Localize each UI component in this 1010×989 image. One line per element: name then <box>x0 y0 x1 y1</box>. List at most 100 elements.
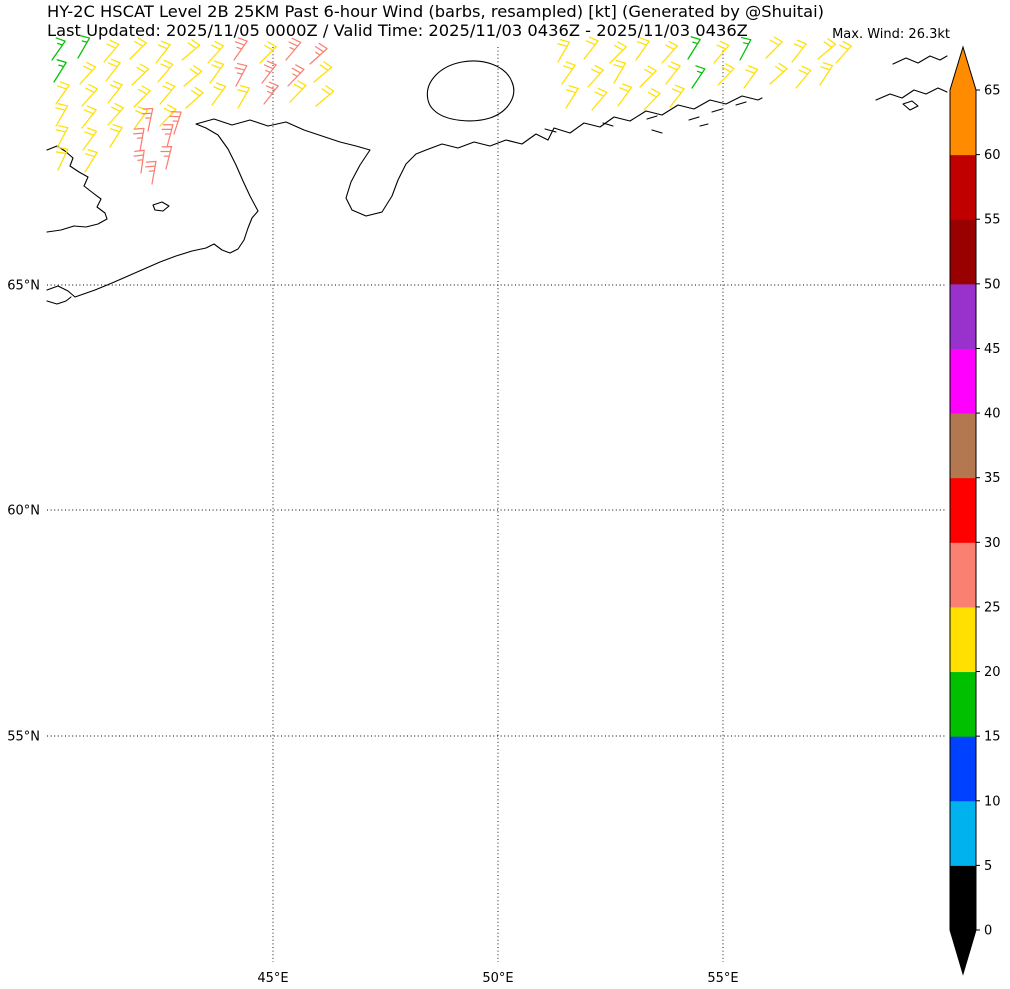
wind-barb <box>157 59 174 83</box>
wind-barb <box>795 65 812 89</box>
wind-barb <box>159 81 176 105</box>
wind-barb <box>587 64 605 88</box>
wind-barb <box>211 82 227 106</box>
wind-barb <box>713 40 730 64</box>
wind-barb <box>53 59 67 83</box>
wind-barb <box>55 146 69 171</box>
wind-barb <box>133 149 145 174</box>
colorbar-segment <box>950 154 976 220</box>
coastline <box>688 116 700 121</box>
wind-barb <box>609 41 627 64</box>
wind-barb <box>77 34 91 59</box>
colorbar-segment <box>950 413 976 479</box>
colorbar-tick-label: 60 <box>984 148 1001 163</box>
wind-barb <box>209 60 225 84</box>
colorbar-segment <box>950 348 976 414</box>
wind-barb <box>133 85 151 108</box>
wind-barb <box>233 37 248 61</box>
colorbar-tick-label: 45 <box>984 342 1001 357</box>
wind-barb <box>557 38 571 63</box>
wind-barb <box>81 83 99 107</box>
wind-barb <box>181 39 201 61</box>
wind-barb <box>583 36 599 60</box>
wind-barb <box>617 83 633 107</box>
wind-barb <box>739 36 752 61</box>
wind-barb <box>55 124 69 149</box>
wind-barb <box>234 62 248 87</box>
wind-barb <box>155 40 171 64</box>
wind-barb <box>765 36 783 59</box>
wind-barb <box>315 85 335 107</box>
wind-barb <box>669 84 685 108</box>
wind-barb <box>107 102 125 126</box>
wind-barb <box>105 58 121 82</box>
wind-barb <box>84 149 98 173</box>
wind-barb <box>103 39 120 63</box>
plot-title-block: HY-2C HSCAT Level 2B 25KM Past 6-hour Wi… <box>47 2 825 40</box>
wind-barb <box>769 62 788 85</box>
y-tick-label: 60°N <box>7 504 40 519</box>
x-tick-label: 45°E <box>257 971 288 986</box>
wind-barb <box>565 85 579 109</box>
colorbar-tick-label: 0 <box>984 924 992 939</box>
x-tick-label: 55°E <box>707 971 738 986</box>
wind-barb <box>639 65 657 88</box>
coastline <box>602 122 614 127</box>
wind-barb <box>591 87 608 111</box>
coastline <box>892 55 948 65</box>
wind-barb <box>285 37 302 61</box>
colorbar-tick-label: 50 <box>984 277 1001 292</box>
wind-barb <box>287 64 305 87</box>
coastline <box>646 115 658 120</box>
coastline <box>426 60 515 122</box>
wind-barb <box>665 61 681 85</box>
colorbar-segment <box>950 865 976 931</box>
wind-barb <box>131 63 150 86</box>
wind-barb <box>263 81 279 105</box>
coastline <box>46 296 72 305</box>
wind-barb <box>51 37 66 61</box>
coastline <box>544 128 557 133</box>
y-tick-label: 55°N <box>7 730 40 745</box>
wind-barb <box>791 39 807 63</box>
colorbar-over-arrow <box>950 47 976 90</box>
wind-barb <box>55 102 69 127</box>
colorbar-tick-label: 35 <box>984 471 1001 486</box>
wind-barb <box>145 160 157 185</box>
plot-subtitle: Last Updated: 2025/11/05 0000Z / Valid T… <box>47 20 748 40</box>
coastline <box>46 145 108 233</box>
coastline <box>699 123 709 127</box>
colorbar-segment <box>950 606 976 673</box>
wind-barb <box>561 61 576 85</box>
colorbar-tick-label: 55 <box>984 213 1001 228</box>
coastline <box>46 95 763 298</box>
colorbar-segment <box>950 219 976 285</box>
wind-barb <box>185 86 204 109</box>
wind-barb <box>55 81 70 105</box>
wind-barb <box>133 127 145 152</box>
y-tick-label: 65°N <box>7 279 40 294</box>
wind-barb <box>817 38 837 60</box>
colorbar-tick-label: 10 <box>984 794 1001 809</box>
colorbar-segment <box>950 283 976 349</box>
colorbar-tick-label: 30 <box>984 536 1001 551</box>
colorbar-segment <box>950 671 976 737</box>
colorbar-tick-label: 5 <box>984 859 992 874</box>
colorbar-segment <box>950 477 976 543</box>
colorbar-segment <box>950 736 976 802</box>
wind-barb <box>159 104 177 127</box>
wind-barb <box>169 111 182 135</box>
wind-barb <box>107 80 123 104</box>
wind-barb <box>661 40 679 64</box>
wind-barb <box>161 124 174 148</box>
wind-barb <box>687 36 701 60</box>
colorbar-tick-label: 15 <box>984 730 1001 745</box>
wind-barb <box>643 88 661 111</box>
wind-barb <box>141 107 154 132</box>
colorbar-tick-label: 40 <box>984 407 1001 422</box>
wind-barb <box>635 37 650 61</box>
colorbar-under-arrow <box>950 930 976 974</box>
wind-barb <box>81 105 97 129</box>
wind-barb <box>691 65 706 89</box>
plot-title: HY-2C HSCAT Level 2B 25KM Past 6-hour Wi… <box>47 2 825 21</box>
